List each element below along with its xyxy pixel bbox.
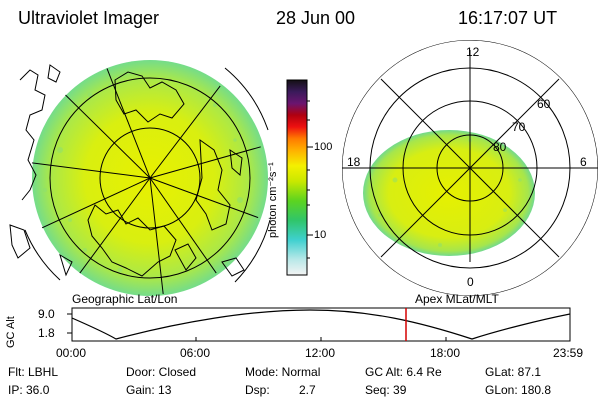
mlt-label-18: 18 xyxy=(347,155,361,169)
status-ip: IP: 36.0 xyxy=(8,383,50,397)
colorbar-tick-100: 100 xyxy=(314,141,333,153)
altitude-xtick-1800: 18:00 xyxy=(430,346,461,360)
altitude-ytick-9: 9.0 xyxy=(38,307,55,321)
geo-panel-label: Geographic Lat/Lon xyxy=(72,292,178,306)
status-dsp-value: 2.7 xyxy=(299,383,316,397)
status-seq: Seq: 39 xyxy=(365,383,407,397)
altitude-plot xyxy=(67,307,571,342)
altitude-xtick-0000: 00:00 xyxy=(56,346,87,360)
colorbar-unit-label: photon cm⁻²s⁻¹ xyxy=(267,162,279,238)
mlat-label-70: 70 xyxy=(512,120,526,134)
altitude-curve xyxy=(72,309,570,340)
geo-outer-arcs xyxy=(24,67,271,283)
status-gc-alt: GC Alt: 6.4 Re xyxy=(365,365,442,379)
status-door: Door: Closed xyxy=(126,365,197,379)
mlt-label-12: 12 xyxy=(466,45,480,59)
colorbar xyxy=(286,79,313,276)
mlat-label-80: 80 xyxy=(493,140,507,154)
instrument-title: Ultraviolet Imager xyxy=(18,8,160,28)
mlt-label-0: 0 xyxy=(467,275,474,289)
apex-grid xyxy=(342,40,598,296)
altitude-ylabel: GC Alt xyxy=(5,316,17,348)
apex-panel-label: Apex MLat/MLT xyxy=(415,292,499,306)
image-time: 16:17:07 UT xyxy=(458,8,558,28)
status-mode: Mode: Normal xyxy=(245,365,321,379)
status-glon: GLon: 180.8 xyxy=(485,383,552,397)
status-filter: Flt: LBHL xyxy=(8,365,59,379)
colorbar-tick-10: 10 xyxy=(314,229,327,241)
altitude-ytick-1-8: 1.8 xyxy=(38,326,55,340)
geographic-map xyxy=(9,60,271,296)
geo-noise xyxy=(43,68,243,273)
colorbar-scale xyxy=(286,79,308,276)
status-dsp-label: Dsp: xyxy=(245,383,270,397)
apex-map xyxy=(342,40,598,296)
altitude-frame xyxy=(71,307,571,342)
mlt-label-6: 6 xyxy=(580,155,587,169)
image-date: 28 Jun 00 xyxy=(276,8,356,28)
mlat-label-60: 60 xyxy=(537,97,551,111)
altitude-xtick-2359: 23:59 xyxy=(553,346,584,360)
apex-noise xyxy=(378,138,522,247)
altitude-xtick-1200: 12:00 xyxy=(305,346,336,360)
status-glat: GLat: 87.1 xyxy=(485,365,542,379)
altitude-xtick-0600: 06:00 xyxy=(180,346,211,360)
status-gain: Gain: 13 xyxy=(126,383,172,397)
